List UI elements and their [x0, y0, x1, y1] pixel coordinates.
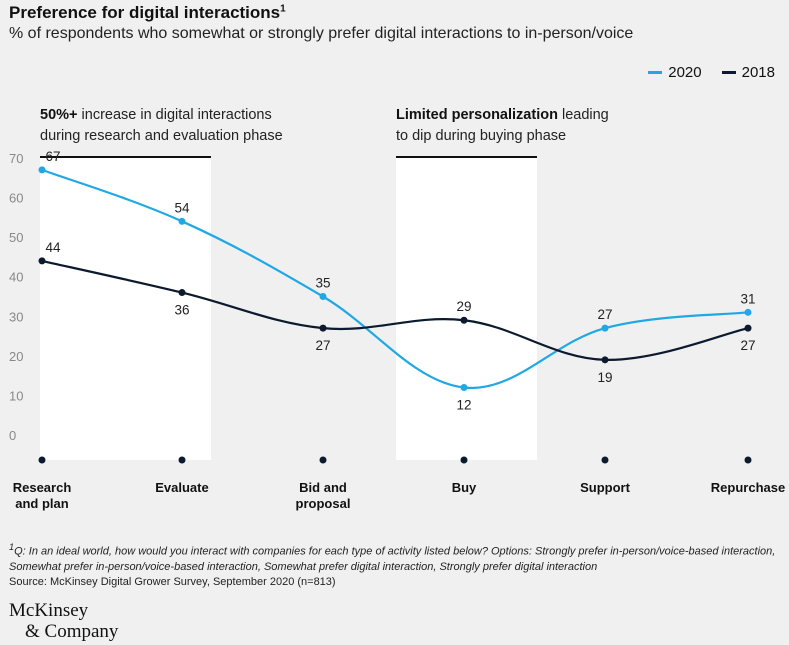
- data-label-2018: 19: [597, 370, 612, 385]
- annotation-buying: Limited personalization leading to dip du…: [396, 107, 609, 144]
- y-tick-label: 10: [9, 388, 23, 403]
- data-point-2018: [460, 316, 468, 324]
- data-point-2018: [319, 324, 327, 332]
- x-axis-dot: [178, 456, 186, 464]
- x-axis-dot: [38, 456, 46, 464]
- x-tick-label: Support: [580, 480, 630, 495]
- data-point-2018: [601, 356, 609, 364]
- legend-label-2018: 2018: [741, 64, 775, 81]
- x-tick-label: Buy: [452, 480, 477, 495]
- x-axis-dot: [460, 456, 468, 464]
- y-tick-label: 0: [9, 428, 16, 443]
- source-note: Source: McKinsey Digital Grower Survey, …: [9, 575, 336, 588]
- data-point-2020: [460, 384, 468, 392]
- data-label-2018: 27: [315, 338, 330, 353]
- mckinsey-logo: McKinsey & Company: [9, 600, 119, 642]
- x-axis-dot: [319, 456, 327, 464]
- x-tick-label: Research and plan: [13, 480, 72, 511]
- data-point-2018: [744, 324, 752, 332]
- data-point-2018: [38, 257, 46, 265]
- data-point-2020: [38, 166, 46, 174]
- chart-subtitle: % of respondents who somewhat or strongl…: [9, 25, 634, 42]
- series-line-2018: [41, 259, 749, 361]
- data-label-2018: 29: [456, 299, 471, 314]
- legend-item-2020: 2020: [648, 64, 702, 81]
- data-label-2018: 44: [45, 240, 61, 255]
- y-tick-label: 30: [9, 309, 23, 324]
- highlight-band-buy: [396, 157, 537, 460]
- legend-label-2020: 2020: [668, 64, 702, 81]
- x-tick-label: Evaluate: [155, 480, 208, 495]
- y-tick-label: 40: [9, 270, 23, 285]
- x-axis-dot: [601, 456, 609, 464]
- data-point-2020: [744, 308, 752, 316]
- x-axis-dot: [744, 456, 752, 464]
- data-label-2020: 54: [174, 200, 190, 215]
- data-label-2020: 12: [456, 398, 471, 413]
- footnote: 1Q: In an ideal world, how would you int…: [9, 540, 779, 590]
- line-chart: 0 10 20 30 40 50 60 70 Research and plan Evaluate B…: [9, 149, 785, 511]
- chart-title: Preference for digital interactions1: [9, 3, 286, 22]
- legend: 2020 2018: [648, 64, 775, 81]
- y-tick-label: 20: [9, 349, 23, 364]
- data-point-2018: [178, 289, 186, 297]
- legend-swatch-2018: [721, 71, 736, 74]
- data-point-2020: [178, 217, 186, 225]
- data-label-2020: 35: [315, 276, 330, 291]
- data-point-2020: [319, 293, 327, 300]
- y-tick-label: 60: [9, 191, 23, 206]
- y-tick-label: 50: [9, 230, 23, 245]
- data-label-2020: 27: [597, 307, 612, 322]
- annotation-research: 50%+ increase in digital interactions dur…: [40, 107, 283, 144]
- data-label-2020: 31: [740, 291, 755, 306]
- data-label-2018: 36: [174, 303, 189, 318]
- data-label-2020: 67: [45, 149, 60, 164]
- legend-item-2018: 2018: [721, 64, 775, 81]
- y-tick-label: 70: [9, 151, 23, 166]
- data-label-2018: 27: [740, 338, 755, 353]
- x-tick-label: Repurchase: [711, 480, 785, 495]
- data-point-2020: [601, 324, 609, 332]
- x-tick-label: Bid and proposal: [296, 480, 351, 511]
- series-line-2020: [41, 168, 749, 389]
- highlight-band-research: [40, 157, 211, 460]
- legend-swatch-2020: [648, 71, 663, 74]
